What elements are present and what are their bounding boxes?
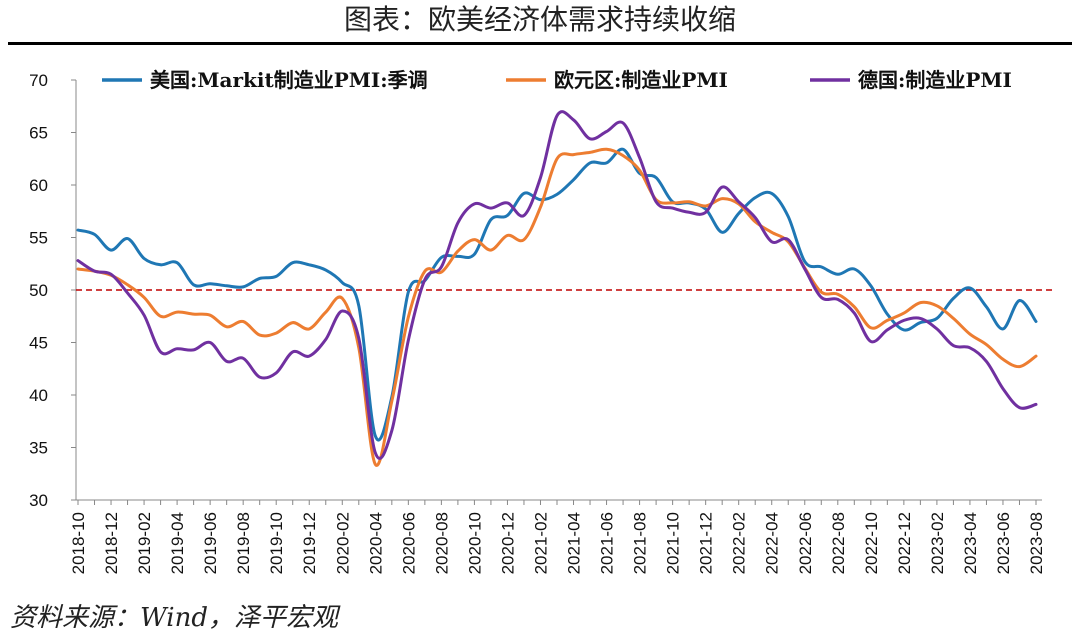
x-tick-label: 2022-04 [763, 512, 782, 574]
series-line-2 [76, 110, 1038, 460]
chart-legend: 美国:Markit制造业PMI:季调 欧元区:制造业PMI 德国:制造业PMI [102, 68, 1012, 92]
x-tick-label: 2020-06 [399, 512, 418, 574]
x-tick-label: 2020-10 [465, 512, 484, 574]
source-note: 资料来源：Wind，泽平宏观 [10, 603, 338, 633]
chart-title: 图表：欧美经济体需求持续收缩 [343, 3, 736, 36]
y-tick-label: 50 [29, 281, 48, 300]
x-tick-label: 2020-08 [432, 512, 451, 574]
x-tick-label: 2022-02 [730, 512, 749, 574]
x-tick-label: 2023-02 [928, 512, 947, 574]
legend-label-2: 德国:制造业PMI [858, 68, 1012, 92]
y-tick-label: 30 [29, 491, 48, 510]
line-chart: 30 35 40 45 50 55 60 65 70 2018-10 2018-12 2019-02 2… [29, 68, 1052, 574]
x-tick-label: 2023-04 [961, 512, 980, 574]
x-tick-label: 2018-12 [102, 512, 121, 574]
y-tick-label: 40 [29, 386, 48, 405]
y-tick-label: 45 [29, 334, 48, 353]
x-tick-label: 2019-02 [135, 512, 154, 574]
y-tick-label: 35 [29, 439, 48, 458]
y-tick-label: 65 [29, 124, 48, 143]
title-divider [8, 42, 1072, 45]
y-tick-label: 70 [29, 71, 48, 90]
x-tick-label: 2022-08 [829, 512, 848, 574]
x-tick-label: 2022-12 [895, 512, 914, 574]
x-tick-label: 2019-10 [267, 512, 286, 574]
legend-label-0: 美国:Markit制造业PMI:季调 [150, 68, 428, 92]
x-tick-label: 2022-10 [862, 512, 881, 574]
x-tick-label: 2021-06 [598, 512, 617, 574]
x-tick-label: 2019-06 [201, 512, 220, 574]
x-tick-label: 2021-10 [664, 512, 683, 574]
series-line-1 [76, 147, 1038, 467]
x-tick-label: 2020-12 [498, 512, 517, 574]
x-tick-label: 2018-10 [69, 512, 88, 574]
x-tick-label: 2021-04 [565, 512, 584, 574]
x-tick-label: 2019-12 [300, 512, 319, 574]
y-tick-label: 55 [29, 229, 48, 248]
legend-label-1: 欧元区:制造业PMI [554, 68, 728, 92]
x-tick-label: 2021-12 [697, 512, 716, 574]
x-tick-label: 2021-08 [631, 512, 650, 574]
x-tick-label: 2022-06 [796, 512, 815, 574]
x-tick-label: 2023-06 [994, 512, 1013, 574]
x-tick-label: 2021-02 [531, 512, 550, 574]
y-tick-label: 60 [29, 176, 48, 195]
chart-series [76, 110, 1038, 467]
x-tick-label: 2019-04 [168, 512, 187, 574]
chart-axes: 30 35 40 45 50 55 60 65 70 2018-10 2018-12 2019-02 2… [29, 71, 1052, 574]
series-line-0 [76, 147, 1038, 442]
x-tick-label: 2020-02 [333, 512, 352, 574]
x-tick-label: 2023-08 [1027, 512, 1046, 574]
x-tick-label: 2020-04 [366, 512, 385, 574]
x-tick-label: 2019-08 [234, 512, 253, 574]
